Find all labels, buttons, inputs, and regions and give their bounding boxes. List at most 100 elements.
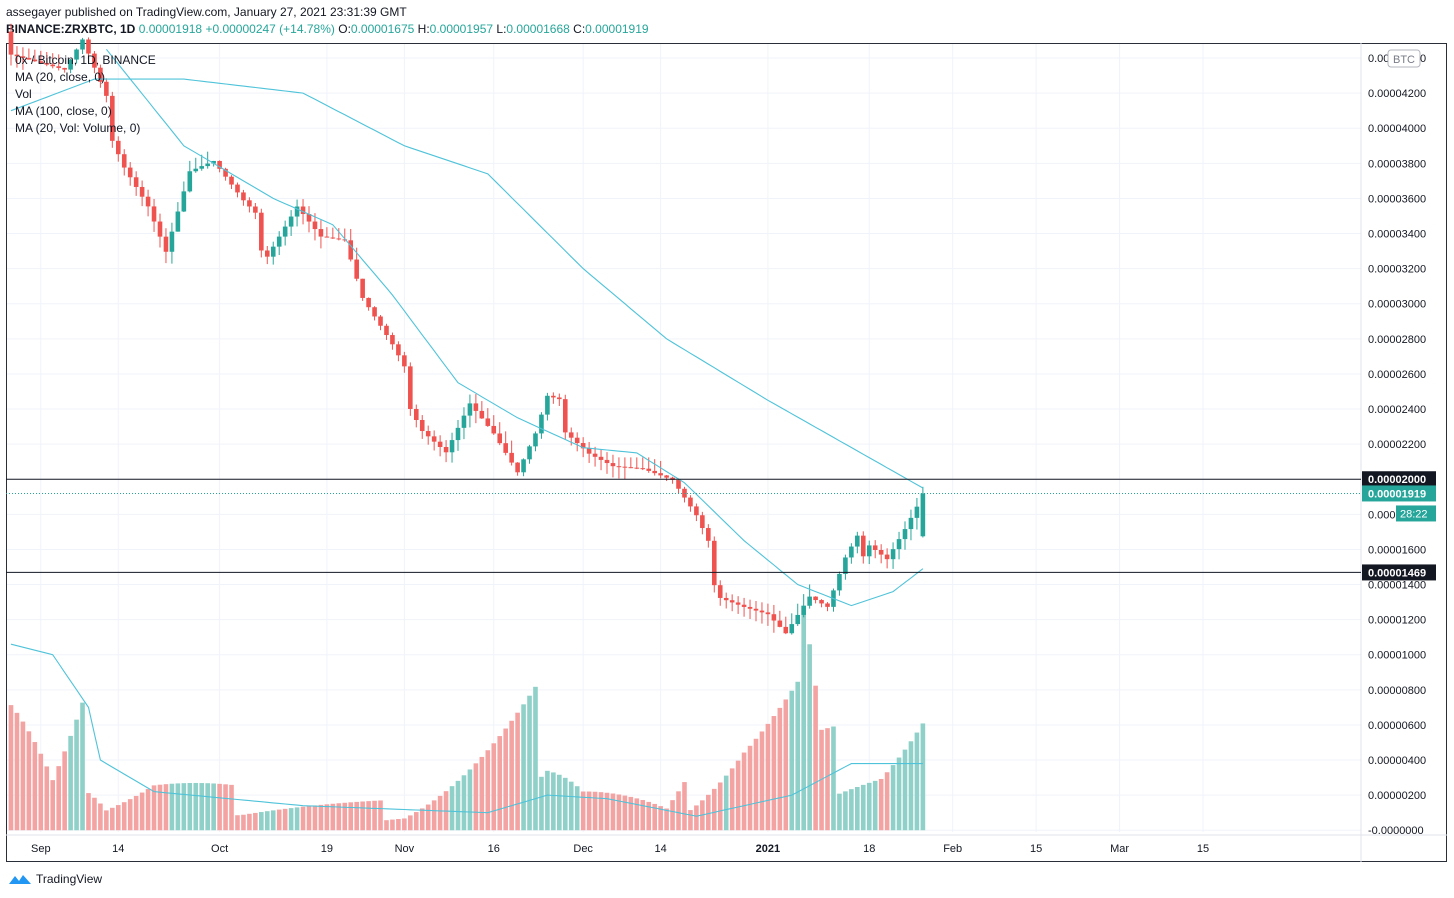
volume-bar bbox=[539, 776, 544, 831]
x-tick-label: Mar bbox=[1110, 843, 1129, 855]
y-tick-label: 0.00004000 bbox=[1368, 123, 1426, 135]
publisher-line: assegayer published on TradingView.com, … bbox=[6, 5, 407, 19]
candle-body bbox=[264, 250, 270, 257]
chart-frame[interactable] bbox=[6, 43, 1447, 862]
volume-bar bbox=[813, 685, 818, 831]
volume-bar bbox=[169, 783, 175, 831]
candle-body bbox=[753, 608, 759, 611]
candle-body bbox=[288, 216, 294, 227]
candle-body bbox=[235, 184, 240, 193]
candle-body bbox=[807, 596, 812, 606]
volume-bar bbox=[503, 728, 508, 831]
candle-body bbox=[825, 603, 830, 607]
ohlc-line: BINANCE:ZRXBTC, 1D 0.00001918 +0.0000024… bbox=[6, 21, 649, 38]
candle-body bbox=[592, 453, 598, 457]
last-price-text: 0.00001918 bbox=[138, 22, 203, 36]
volume-bar bbox=[473, 763, 479, 831]
candle-body bbox=[777, 620, 783, 627]
volume-bar bbox=[413, 812, 419, 831]
volume-bar bbox=[229, 784, 234, 831]
y-tick-label: 0.00002200 bbox=[1368, 439, 1426, 451]
volume-bar bbox=[312, 805, 318, 831]
candle-body bbox=[247, 200, 252, 207]
volume-bar bbox=[253, 812, 258, 831]
volume-bar bbox=[509, 720, 514, 831]
chart-legend: 0x / Bitcoin, 1D, BINANCE MA (20, close,… bbox=[15, 52, 156, 137]
candle-body bbox=[545, 395, 550, 415]
candle-body bbox=[801, 605, 806, 615]
volume-bar bbox=[133, 795, 139, 831]
candle-body bbox=[503, 443, 508, 453]
volume-bar bbox=[115, 805, 121, 831]
volume-bar bbox=[711, 788, 717, 831]
candle-body bbox=[890, 549, 896, 560]
candle-body bbox=[157, 221, 163, 237]
candle-body bbox=[551, 395, 556, 398]
candle-body bbox=[115, 140, 121, 155]
candle-body bbox=[68, 59, 73, 70]
volume-bar bbox=[819, 729, 824, 831]
candle-body bbox=[282, 226, 288, 237]
candle-body bbox=[664, 475, 669, 478]
candle-body bbox=[390, 335, 395, 345]
volume-bar bbox=[259, 812, 264, 831]
volume-bar bbox=[825, 728, 830, 831]
candle-body bbox=[217, 160, 222, 169]
x-tick-label: Oct bbox=[211, 843, 228, 855]
x-tick-label: 14 bbox=[112, 843, 124, 855]
volume-bar bbox=[86, 793, 91, 831]
candle-body bbox=[902, 529, 908, 540]
volume-bar bbox=[80, 702, 85, 831]
volume-bar bbox=[276, 809, 282, 831]
volume-bar bbox=[205, 783, 210, 831]
volume-bar bbox=[694, 805, 699, 831]
candle-body bbox=[199, 166, 205, 169]
candle-body bbox=[783, 626, 789, 634]
x-tick-label: 16 bbox=[488, 843, 500, 855]
volume-bar bbox=[735, 760, 741, 831]
volume-bar bbox=[801, 605, 806, 831]
y-tick-label: 0.00003200 bbox=[1368, 264, 1426, 276]
candle-body bbox=[229, 176, 234, 185]
volume-bar bbox=[264, 811, 270, 831]
y-tick-label: 0.00003400 bbox=[1368, 229, 1426, 241]
candle-body bbox=[497, 433, 503, 444]
volume-bar bbox=[44, 766, 50, 831]
x-tick-label: 14 bbox=[655, 843, 667, 855]
y-tick-label: 0.00002400 bbox=[1368, 404, 1426, 416]
y-tick-label: 0.00002800 bbox=[1368, 334, 1426, 346]
candle-body bbox=[169, 231, 175, 252]
volume-bar bbox=[390, 819, 395, 831]
volume-bar bbox=[455, 780, 461, 831]
candle-body bbox=[360, 278, 365, 298]
candle-body bbox=[759, 610, 765, 613]
volume-bar bbox=[38, 753, 44, 831]
low-label: L: bbox=[496, 22, 507, 36]
volume-bar bbox=[652, 803, 657, 831]
volume-bar bbox=[151, 785, 157, 831]
volume-bar bbox=[372, 800, 377, 831]
y-tick-label: -0.0000000 bbox=[1368, 825, 1424, 837]
candle-body bbox=[408, 366, 413, 409]
volume-bar bbox=[145, 789, 151, 831]
symbol: BINANCE:ZRXBTC, 1D bbox=[6, 22, 136, 36]
candle-body bbox=[896, 539, 902, 550]
volume-bar bbox=[741, 752, 747, 831]
volume-bar bbox=[640, 800, 646, 831]
y-tick-label: 0.00001400 bbox=[1368, 580, 1426, 592]
candle-body bbox=[175, 211, 181, 232]
candle-body bbox=[634, 467, 640, 469]
candle-body bbox=[872, 545, 878, 550]
footer[interactable]: TradingView bbox=[8, 872, 102, 886]
legend-ma100: MA (100, close, 0) bbox=[15, 104, 112, 118]
volume-bar bbox=[682, 782, 687, 831]
chart-header: assegayer published on TradingView.com, … bbox=[6, 4, 649, 38]
candle-body bbox=[300, 206, 306, 215]
candle-body bbox=[658, 473, 663, 476]
volume-bar bbox=[193, 782, 199, 831]
y-tick-label: 0.00000800 bbox=[1368, 685, 1426, 697]
candle-body bbox=[366, 297, 371, 308]
volume-bar bbox=[348, 802, 354, 831]
x-tick-label: 19 bbox=[321, 843, 333, 855]
